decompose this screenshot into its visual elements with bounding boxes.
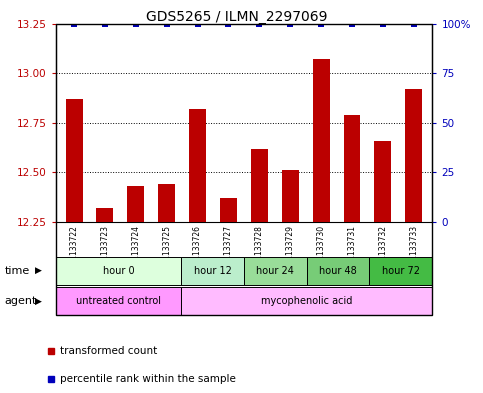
Bar [405,89,422,222]
Text: ▶: ▶ [35,297,42,305]
Bar [158,184,175,222]
Bar [56,257,181,285]
Bar [369,257,432,285]
Text: time: time [5,266,30,276]
Bar [313,59,329,222]
Bar [244,257,307,285]
Text: percentile rank within the sample: percentile rank within the sample [60,374,236,384]
Text: GDS5265 / ILMN_2297069: GDS5265 / ILMN_2297069 [146,10,327,24]
Bar [97,208,114,222]
Bar [220,198,237,222]
Text: hour 48: hour 48 [319,266,357,276]
Text: hour 24: hour 24 [256,266,294,276]
Bar [181,257,244,285]
Text: transformed count: transformed count [60,345,157,356]
Bar [56,287,181,315]
Bar [343,115,360,222]
Bar [66,99,83,222]
Bar [128,186,144,222]
Bar [307,257,369,285]
Bar [374,141,391,222]
Text: ▶: ▶ [35,266,42,275]
Text: mycophenolic acid: mycophenolic acid [261,296,353,306]
Bar [181,287,432,315]
Bar [189,109,206,222]
Text: untreated control: untreated control [76,296,161,306]
Bar [282,171,298,222]
Text: agent: agent [5,296,37,306]
Text: hour 12: hour 12 [194,266,231,276]
Text: hour 0: hour 0 [102,266,134,276]
Text: hour 72: hour 72 [382,266,420,276]
Bar [251,149,268,222]
